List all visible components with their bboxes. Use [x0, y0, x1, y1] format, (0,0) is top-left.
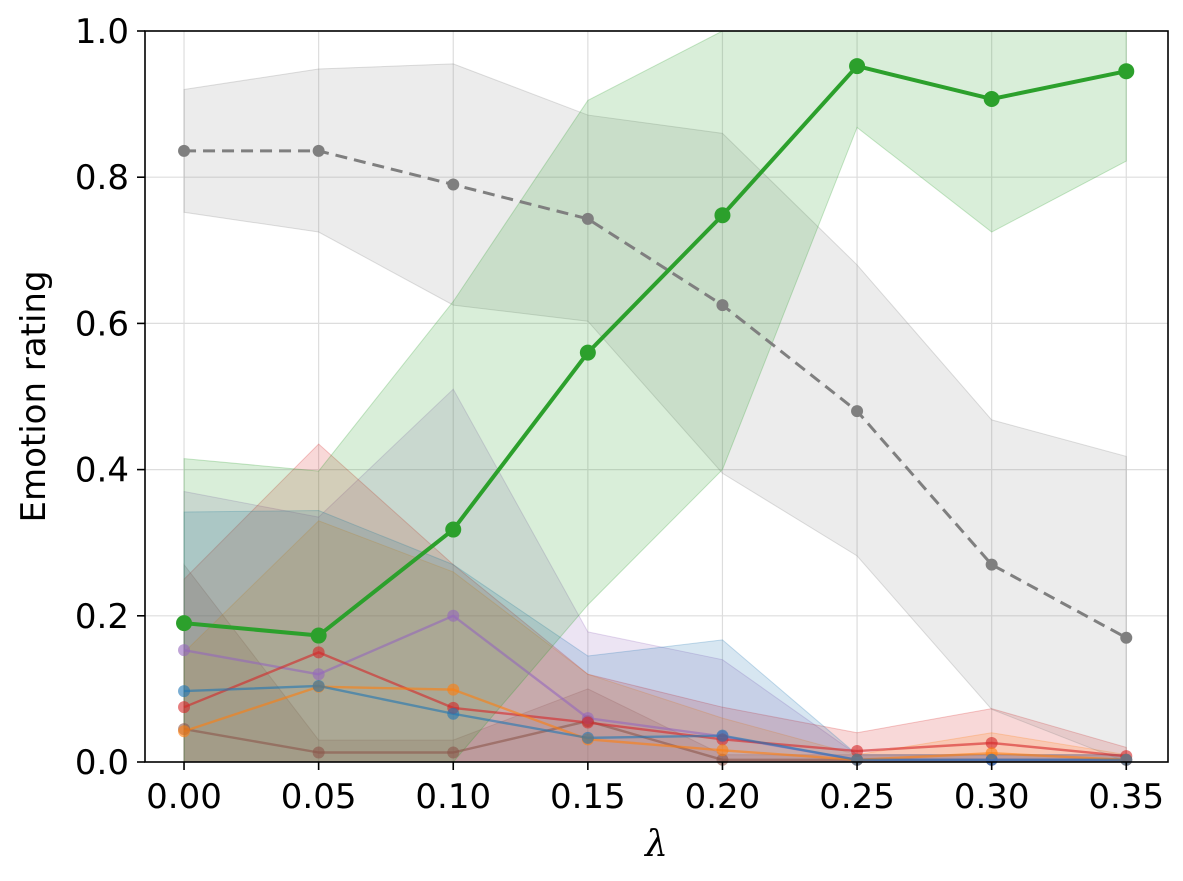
- data-point: [445, 521, 462, 538]
- data-point: [178, 725, 191, 738]
- data-point: [312, 668, 325, 681]
- series-line: [183, 651, 1127, 758]
- x-tick-label: 0.30: [954, 777, 1030, 817]
- data-point: [716, 299, 729, 312]
- series-points: [176, 58, 1135, 766]
- data-point: [985, 753, 998, 766]
- x-tick-label: 0.00: [146, 777, 222, 817]
- data-point: [447, 746, 460, 759]
- y-axis-label: Emotion rating: [14, 270, 54, 522]
- data-point: [1118, 63, 1135, 80]
- y-tick-label: 0.4: [75, 451, 129, 491]
- data-point: [716, 729, 729, 742]
- data-point: [581, 212, 594, 225]
- data-point: [310, 627, 327, 644]
- data-point: [849, 58, 866, 75]
- x-tick-label: 0.05: [281, 777, 357, 817]
- x-tick-label: 0.35: [1088, 777, 1164, 817]
- data-point: [447, 178, 460, 191]
- plot-frame: [144, 30, 1169, 763]
- data-point: [985, 736, 998, 749]
- y-tick-label: 0.0: [75, 743, 129, 783]
- x-axis-label: λ: [643, 824, 668, 865]
- data-point: [447, 707, 460, 720]
- data-point: [985, 558, 998, 571]
- data-point: [851, 753, 864, 766]
- data-point: [312, 746, 325, 759]
- data-point: [447, 609, 460, 622]
- data-point: [716, 753, 729, 766]
- data-point: [1120, 631, 1133, 644]
- series-line: [183, 684, 1127, 762]
- y-axis: 0.0 0.2 0.4 0.6 0.8 1.0: [75, 12, 145, 783]
- y-tick-label: 0.2: [75, 597, 129, 637]
- y-tick-label: 0.8: [75, 158, 129, 198]
- y-tick-label: 1.0: [75, 12, 129, 52]
- data-point: [714, 207, 731, 224]
- data-point: [178, 144, 191, 157]
- series-lines: [183, 64, 1127, 762]
- data-point: [1120, 753, 1133, 766]
- data-point: [581, 716, 594, 729]
- series-line: [184, 149, 1127, 640]
- x-tick-label: 0.20: [685, 777, 761, 817]
- data-point: [851, 405, 864, 418]
- data-point: [178, 685, 191, 698]
- data-point: [983, 90, 1000, 107]
- data-point: [851, 745, 864, 758]
- series-line: [183, 64, 1127, 638]
- data-point: [178, 644, 191, 657]
- data-point: [176, 615, 193, 632]
- data-point: [312, 144, 325, 157]
- series-line: [183, 685, 1127, 762]
- x-tick-label: 0.10: [415, 777, 491, 817]
- data-point: [312, 646, 325, 659]
- x-tick-label: 0.25: [819, 777, 895, 817]
- data-point: [447, 683, 460, 696]
- y-tick-label: 0.6: [75, 304, 129, 344]
- confidence-bands: [183, 30, 1127, 763]
- data-point: [312, 679, 325, 692]
- data-point: [178, 701, 191, 714]
- data-point: [716, 744, 729, 757]
- data-point: [579, 344, 596, 361]
- x-axis: 0.00 0.05 0.10 0.15 0.20 0.25 0.30 0.35: [146, 762, 1164, 817]
- data-point: [581, 731, 594, 744]
- x-tick-label: 0.15: [550, 777, 626, 817]
